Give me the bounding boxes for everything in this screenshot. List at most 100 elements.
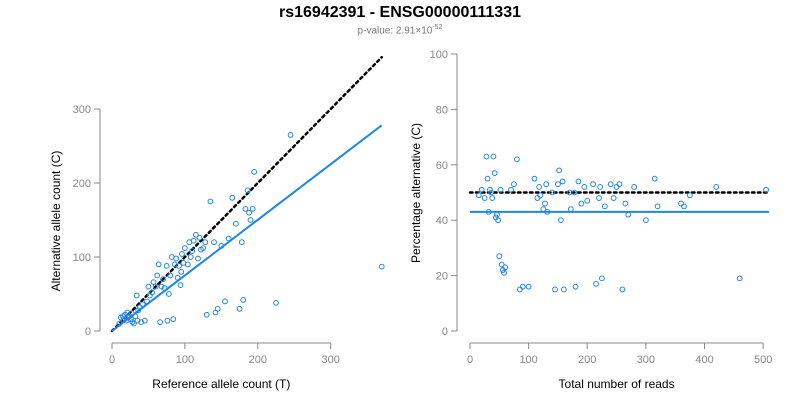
data-point [173, 255, 180, 262]
data-point [214, 305, 221, 312]
data-point [496, 253, 503, 260]
data-point [599, 275, 605, 282]
y-axis-label: Alternative allele count (C) [49, 151, 63, 292]
data-point [567, 206, 574, 213]
data-point [178, 268, 185, 275]
data-point [590, 181, 597, 188]
data-point [502, 264, 509, 271]
y-tick-label: 100 [73, 252, 91, 264]
data-point [251, 169, 258, 175]
data-point [481, 195, 488, 201]
data-point [136, 304, 143, 311]
allele-count-panel: 0 100 200 300 0 100 200 300 Reference allele cou… [49, 55, 385, 391]
data-point [597, 184, 604, 190]
data-point [187, 254, 194, 260]
data-point [713, 184, 720, 190]
data-point [222, 298, 228, 305]
data-point [195, 255, 201, 262]
data-point [190, 237, 197, 244]
y-axis-label: Percentage alternative (C) [409, 123, 423, 263]
y-tick-label: 80 [436, 104, 448, 116]
data-point [489, 195, 496, 201]
data-point [622, 200, 629, 207]
data-point [525, 283, 532, 290]
data-point [596, 195, 602, 201]
data-point [607, 181, 614, 188]
x-tick-label: 300 [637, 354, 655, 366]
data-point [508, 186, 514, 193]
data-point [225, 235, 232, 242]
x-tick-label: 0 [109, 354, 115, 366]
data-point [128, 316, 134, 323]
data-point [478, 186, 485, 193]
data-point [531, 175, 538, 182]
data-point [242, 206, 249, 212]
x-tick-label: 100 [176, 354, 194, 366]
data-point [584, 197, 591, 204]
y-tick-label: 0 [85, 326, 91, 338]
data-point [189, 248, 196, 254]
data-point [211, 239, 217, 246]
data-point [165, 291, 172, 297]
data-point [537, 192, 544, 199]
data-point [556, 167, 563, 174]
data-point [167, 272, 174, 279]
data-point [501, 269, 507, 276]
data-point [181, 245, 188, 252]
data-point [542, 200, 548, 207]
data-point [218, 243, 225, 249]
x-tick-label: 200 [578, 354, 596, 366]
data-point [158, 283, 165, 290]
data-point [540, 206, 547, 213]
data-point [497, 186, 504, 193]
x-tick-label: 500 [754, 354, 772, 366]
y-tick-label: 40 [436, 215, 448, 227]
y-tick-label: 200 [73, 178, 91, 190]
y-tick-label: 100 [430, 49, 448, 61]
plot-title: rs16942391 - ENSG00000111331 [279, 4, 521, 21]
data-point [378, 263, 385, 270]
data-point [163, 262, 170, 269]
data-point [130, 320, 137, 327]
data-point [631, 184, 638, 190]
data-point [160, 276, 166, 283]
data-point [161, 285, 168, 291]
data-point [155, 261, 162, 268]
data-point [678, 200, 684, 207]
x-tick-label: 100 [519, 354, 537, 366]
data-point [244, 187, 251, 194]
data-point [133, 292, 140, 299]
data-point [287, 132, 294, 138]
data-point [560, 286, 567, 293]
x-axis-label: Reference allele count (T) [152, 377, 290, 391]
data-point [164, 317, 171, 324]
data-point [555, 181, 561, 188]
data-point [488, 189, 495, 196]
data-point [132, 313, 139, 320]
data-point [601, 203, 608, 210]
data-point [681, 203, 687, 210]
data-point [116, 320, 123, 327]
data-point [485, 208, 492, 215]
data-point [177, 282, 184, 289]
y-tick-label: 300 [73, 104, 91, 116]
data-point [179, 251, 185, 257]
data-point [240, 297, 247, 303]
data-point [174, 274, 181, 281]
data-point [139, 301, 146, 308]
data-point [613, 184, 620, 190]
data-point [736, 275, 743, 282]
data-point [144, 298, 150, 305]
data-point [203, 311, 210, 318]
data-point [572, 283, 579, 290]
data-point [134, 317, 141, 324]
data-point [184, 261, 191, 268]
data-point [516, 286, 523, 293]
p-value-text: p-value: 2.91×10 [357, 25, 433, 37]
data-point [170, 316, 177, 323]
data-point [229, 194, 236, 201]
x-tick-label: 300 [322, 354, 340, 366]
data-point [484, 175, 491, 182]
data-point [559, 178, 566, 185]
